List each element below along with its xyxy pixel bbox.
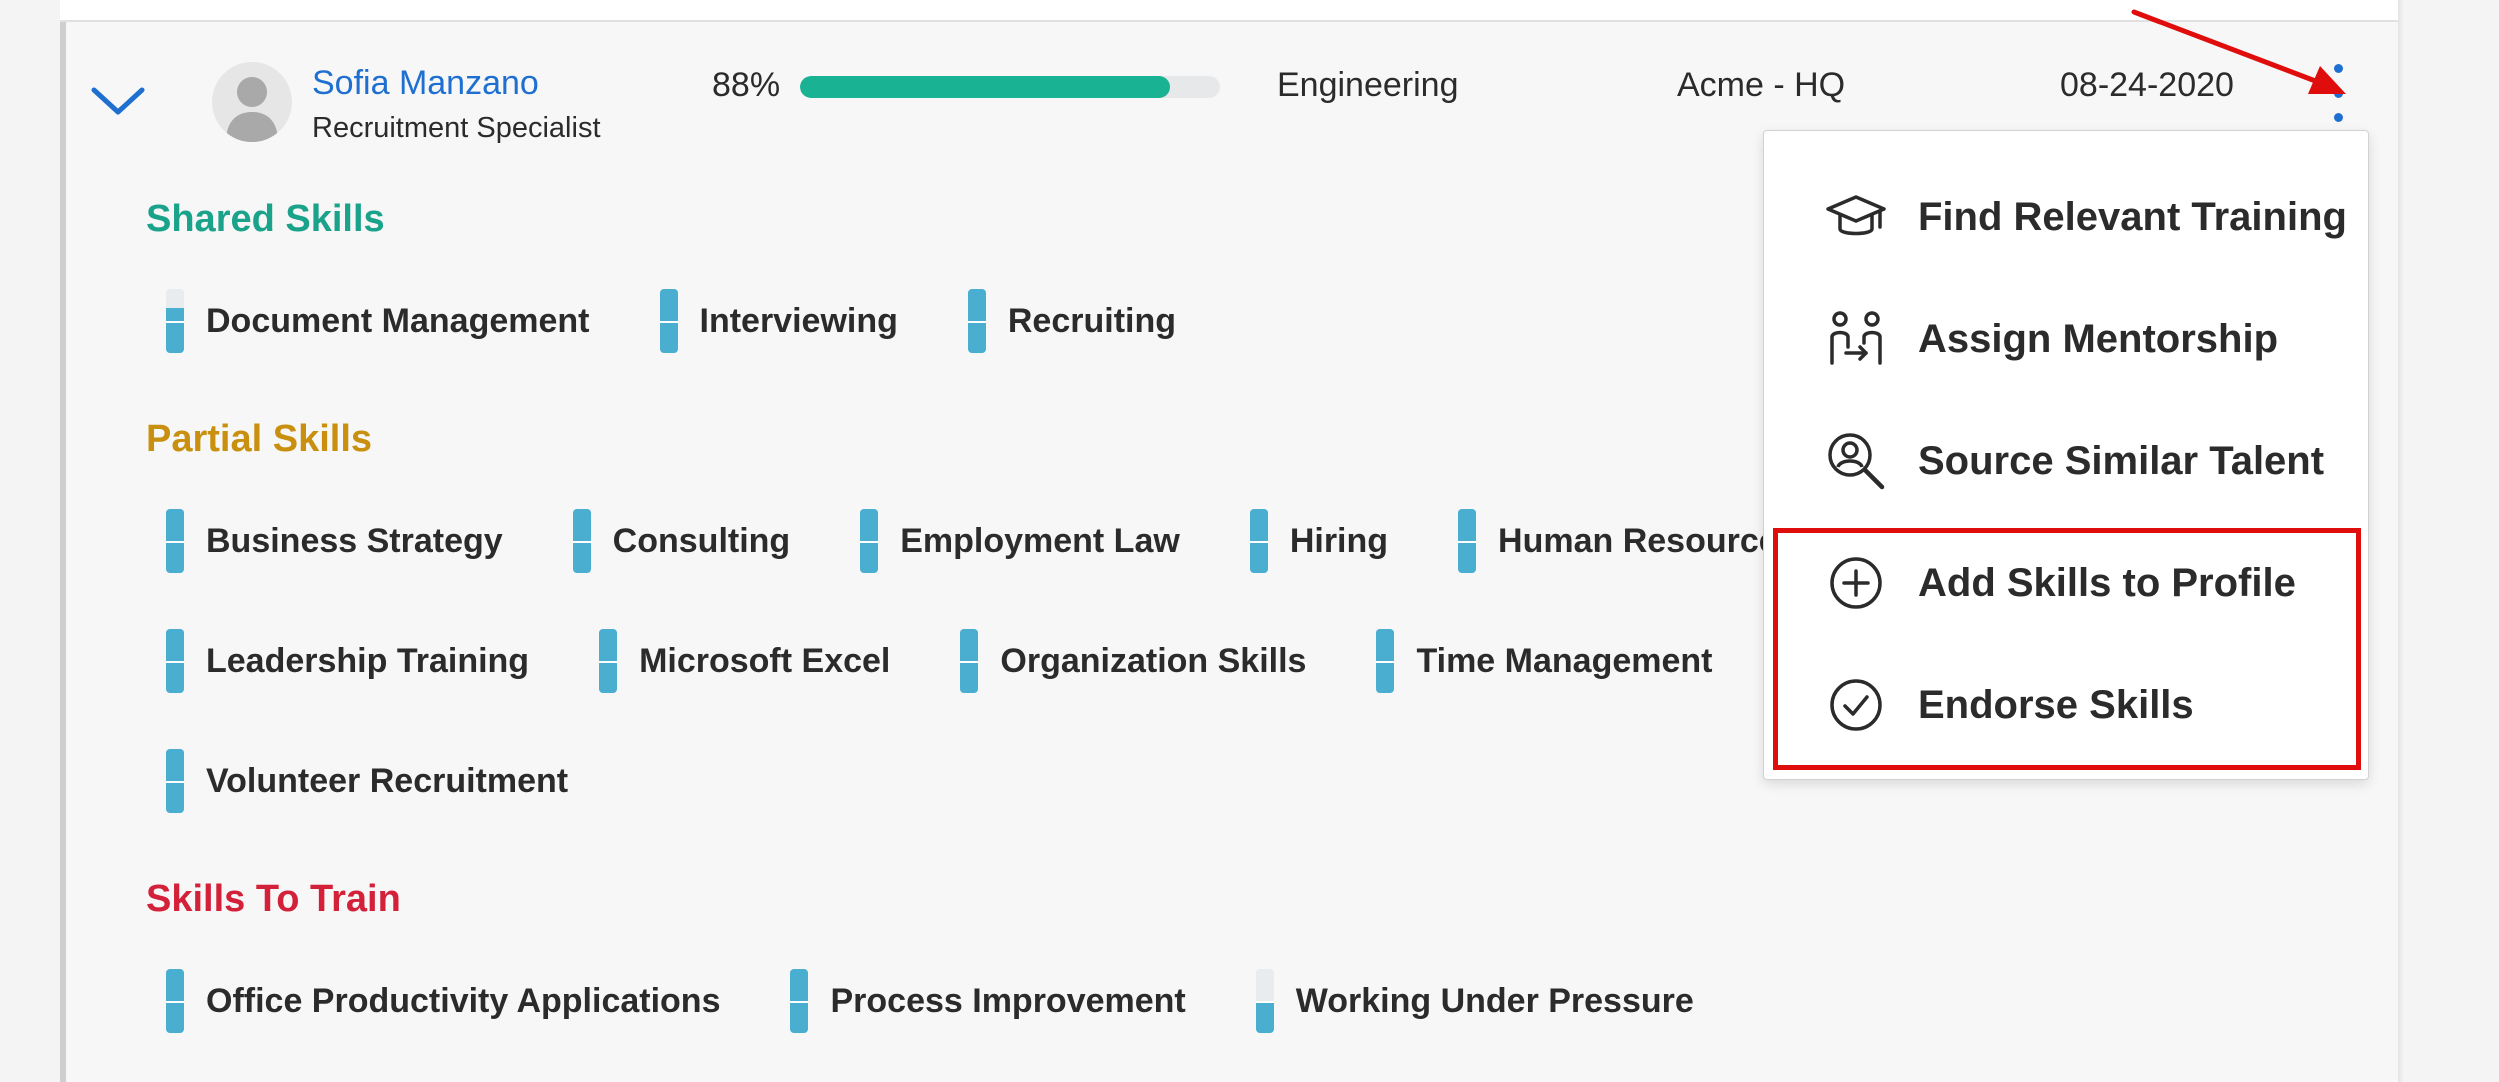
skill-item: Leadership Training (166, 629, 529, 693)
skill-level-gauge (659, 289, 678, 353)
skill-item: Consulting (572, 509, 791, 573)
skill-level-gauge (572, 509, 591, 573)
menu-item-endorse-skills[interactable]: Endorse Skills (1764, 645, 2370, 765)
skill-label: Interviewing (699, 301, 898, 340)
partial-skills-list-row-3: Volunteer Recruitment (166, 746, 568, 816)
skill-label: Office Productivity Applications (206, 981, 721, 1020)
skill-label: Human Resource (1498, 521, 1778, 560)
shared-skills-list: Document Management Interviewing Recruit… (166, 286, 1176, 356)
skill-level-gauge (1376, 629, 1395, 693)
skill-label: Microsoft Excel (639, 641, 891, 680)
match-progress-fill (800, 76, 1170, 98)
skill-label: Document Management (206, 301, 590, 340)
partial-skills-title: Partial Skills (146, 418, 373, 460)
avatar (212, 62, 292, 142)
skill-label: Employment Law (900, 521, 1180, 560)
skill-item: Time Management (1376, 629, 1712, 693)
mentorship-icon (1830, 311, 1882, 365)
menu-item-find-relevant-training[interactable]: Find Relevant Training (1764, 157, 2370, 277)
skill-label: Process Improvement (830, 981, 1186, 1020)
skill-item: Recruiting (967, 289, 1176, 353)
skill-level-gauge (166, 749, 184, 813)
skill-label: Leadership Training (206, 641, 530, 680)
location: Acme - HQ (1677, 66, 1846, 104)
more-options-menu: Find Relevant Training Assign Mentorship… (1763, 130, 2369, 780)
employee-role: Recruitment Specialist (312, 112, 601, 144)
skill-item: Human Resource (1458, 509, 1778, 573)
skill-label: Business Strategy (206, 521, 503, 560)
skills-to-train-list: Office Productivity Applications Process… (166, 966, 1694, 1036)
previous-row-card (60, 0, 2398, 22)
skill-item: Office Productivity Applications (166, 969, 720, 1033)
skill-level-gauge (166, 289, 184, 353)
skill-level-gauge (166, 629, 184, 693)
graduation-cap-icon (1826, 195, 1886, 236)
skill-label: Hiring (1289, 521, 1389, 560)
skill-label: Working Under Pressure (1295, 981, 1694, 1020)
menu-item-label: Add Skills to Profile (1918, 560, 2296, 605)
check-circle-icon (1830, 679, 1882, 731)
skill-level-gauge (599, 629, 618, 693)
menu-item-source-similar-talent[interactable]: Source Similar Talent (1764, 401, 2370, 521)
chevron-down-icon[interactable] (88, 80, 148, 120)
skill-level-gauge (967, 289, 986, 353)
skill-item: Microsoft Excel (599, 629, 890, 693)
match-percent: 88% (712, 66, 781, 104)
skill-item: Process Improvement (790, 969, 1186, 1033)
menu-item-label: Assign Mentorship (1918, 316, 2279, 361)
skill-item: Interviewing (659, 289, 898, 353)
skill-item: Organization Skills (960, 629, 1306, 693)
card-shadow (2398, 0, 2404, 1082)
skill-item: Employment Law (860, 509, 1180, 573)
skills-to-train-title: Skills To Train (146, 878, 401, 920)
menu-item-label: Endorse Skills (1918, 682, 2194, 727)
skill-level-gauge (860, 509, 879, 573)
date: 08-24-2020 (2060, 66, 2234, 104)
person-icon (226, 77, 278, 142)
skill-level-gauge (960, 629, 979, 693)
match-progress-bar (800, 76, 1220, 98)
employee-name-link[interactable]: Sofia Manzano (312, 64, 539, 102)
partial-skills-list-row-1: Business Strategy Consulting Employment … (166, 506, 1778, 576)
partial-skills-list-row-2: Leadership Training Microsoft Excel Orga… (166, 626, 1712, 696)
person-search-icon (1828, 433, 1885, 490)
skill-item: Volunteer Recruitment (166, 749, 568, 813)
department: Engineering (1277, 66, 1459, 104)
plus-circle-icon (1830, 557, 1882, 609)
skill-label: Consulting (612, 521, 791, 560)
skill-item: Document Management (166, 289, 590, 353)
skill-label: Time Management (1416, 641, 1713, 680)
skill-level-gauge (166, 969, 184, 1033)
shared-skills-title: Shared Skills (146, 198, 385, 240)
skill-label: Organization Skills (1000, 641, 1307, 680)
skill-item: Hiring (1249, 509, 1389, 573)
skill-level-gauge (1249, 509, 1268, 573)
skill-level-gauge (1458, 509, 1477, 573)
skill-item: Business Strategy (166, 509, 503, 573)
menu-item-label: Find Relevant Training (1918, 194, 2347, 239)
skill-level-gauge (1255, 969, 1274, 1033)
skill-item: Working Under Pressure (1255, 969, 1694, 1033)
annotation-arrow-icon (2131, 9, 2346, 94)
skill-level-gauge (790, 969, 809, 1033)
menu-item-assign-mentorship[interactable]: Assign Mentorship (1764, 279, 2370, 399)
skill-label: Volunteer Recruitment (206, 761, 569, 800)
menu-item-add-skills-to-profile[interactable]: Add Skills to Profile (1764, 523, 2370, 643)
menu-item-label: Source Similar Talent (1918, 438, 2325, 483)
skill-level-gauge (166, 509, 184, 573)
skill-label: Recruiting (1007, 301, 1176, 340)
